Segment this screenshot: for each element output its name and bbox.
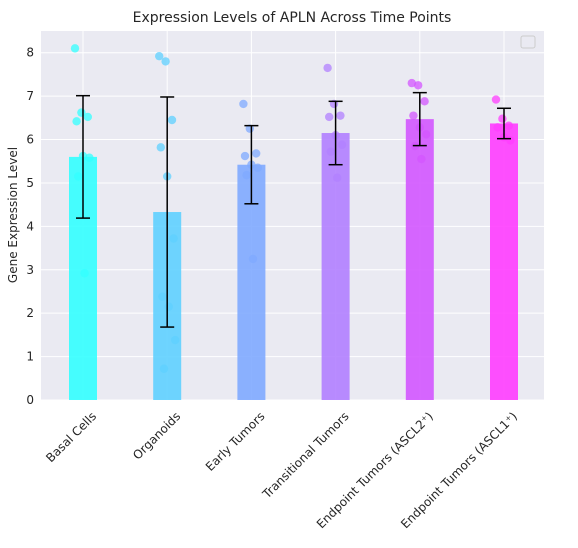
data-point (239, 99, 248, 109)
data-point (164, 302, 173, 311)
bar (490, 123, 518, 401)
data-point (155, 51, 164, 61)
data-point (80, 269, 89, 278)
x-tick-label: Basal Cells (43, 409, 99, 465)
data-point (83, 112, 93, 122)
y-tick-labels: 0 1 2 3 4 5 6 7 8 (26, 46, 34, 407)
data-point (504, 121, 513, 130)
y-tick-label: 4 (26, 219, 34, 233)
legend-box (520, 35, 536, 49)
data-point (253, 163, 262, 172)
data-point (407, 78, 416, 88)
bar (405, 119, 434, 400)
data-point (417, 154, 426, 164)
y-axis-label: Gene Expression Level (6, 147, 20, 283)
y-tick-label: 1 (26, 350, 34, 364)
x-tick-label: Transitional Tumors (259, 409, 352, 502)
data-point (156, 143, 165, 152)
data-point (161, 57, 170, 66)
data-point (248, 254, 258, 264)
data-point (240, 151, 250, 161)
data-point (70, 44, 80, 53)
data-point (422, 130, 431, 139)
y-tick-label: 3 (26, 263, 34, 277)
x-tick-label: Early Tumors (203, 409, 268, 474)
data-point (506, 136, 515, 145)
data-point (323, 63, 332, 73)
data-point (169, 234, 178, 243)
data-point (491, 95, 501, 104)
y-tick-label: 8 (26, 46, 34, 60)
data-point (85, 153, 94, 162)
data-point (336, 111, 345, 120)
y-tick-label: 6 (26, 133, 34, 147)
y-tick-label: 7 (26, 89, 34, 103)
data-point (333, 173, 342, 182)
data-point (242, 170, 251, 180)
bars (69, 119, 518, 401)
data-point (158, 292, 167, 301)
y-tick-label: 0 (26, 393, 34, 407)
y-tick-label: 2 (26, 306, 34, 320)
y-tick-label: 5 (26, 176, 34, 190)
data-point (326, 147, 335, 156)
data-point (414, 81, 423, 90)
chart-title: Expression Levels of APLN Across Time Po… (133, 10, 452, 26)
data-point (72, 117, 81, 126)
data-point (252, 149, 261, 158)
data-point (409, 111, 418, 120)
data-point (74, 172, 83, 181)
error-bars (76, 91, 511, 328)
data-point (337, 140, 347, 149)
data-point (325, 112, 334, 122)
x-tick-label: Organoids (130, 409, 183, 462)
plot-background (41, 31, 544, 400)
data-point (498, 114, 507, 123)
data-point (167, 115, 177, 125)
data-point (420, 97, 429, 106)
x-tick-labels: Basal Cells Organoids Early TumorsTransiti… (43, 409, 520, 531)
data-points (70, 44, 515, 373)
data-point (159, 364, 169, 373)
data-point (171, 335, 180, 345)
bar (321, 133, 350, 401)
data-point (493, 123, 502, 132)
